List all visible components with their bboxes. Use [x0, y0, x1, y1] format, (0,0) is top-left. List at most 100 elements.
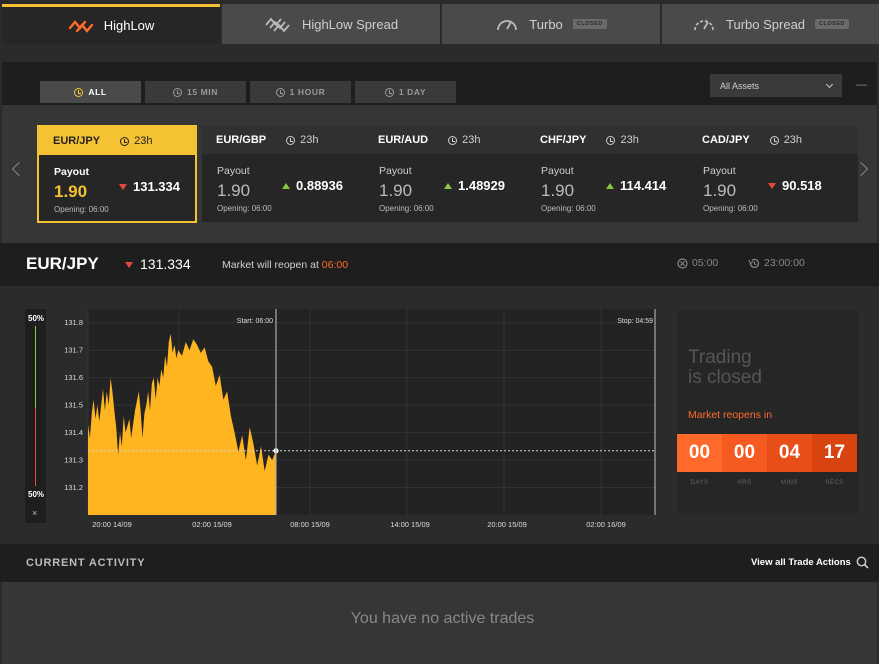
x-tick-label: 02:00 16/09 — [586, 520, 626, 529]
view-all-label: View all Trade Actions — [751, 557, 851, 568]
asset-time: 23h — [783, 134, 803, 146]
stop-label: Stop: 04:59 — [617, 318, 653, 325]
history-icon — [748, 258, 760, 268]
tab-label: Turbo Spread — [726, 16, 806, 32]
reopen-time: 06:00 — [321, 259, 349, 271]
countdown-mins-label: MINS — [781, 480, 798, 486]
tab-turbo[interactable]: Turbo CLOSED — [442, 4, 660, 44]
minimize-button[interactable]: — — [856, 79, 867, 91]
filter-label: 15 MIN — [187, 87, 218, 97]
filter-15min[interactable]: 15 MIN — [145, 81, 246, 103]
asset-card-eur-gbp[interactable]: EUR/GBP 23h Payout 1.90 0.88936 Opening: … — [202, 126, 372, 222]
filter-all[interactable]: ALL — [40, 81, 141, 103]
asset-select-value: All Assets — [720, 80, 760, 91]
trading-closed-line1: Trading — [688, 347, 752, 368]
payout-value: 1.90 — [217, 181, 251, 200]
asset-card-cad-jpy[interactable]: CAD/JPY 23h Payout 1.90 90.518 Opening: 0… — [688, 126, 858, 222]
arrow-down-icon — [125, 262, 133, 268]
y-tick-label: 131.8 — [64, 318, 83, 327]
asset-rate: 90.518 — [782, 178, 822, 193]
arrow-up-icon — [282, 182, 290, 189]
activity-header: CURRENT ACTIVITY View all Trade Actions — [0, 544, 879, 582]
countdown-days-label: DAYS — [690, 480, 709, 486]
clock-icon — [448, 135, 458, 145]
tab-label: HighLow — [103, 18, 155, 33]
close-icon[interactable]: × — [32, 508, 38, 518]
remaining-value: 23:00:00 — [764, 257, 805, 269]
clock-icon — [74, 87, 84, 97]
arrow-down-icon — [768, 182, 776, 189]
info-pair: EUR/JPY — [26, 254, 99, 273]
sentiment-bottom: 50% — [28, 490, 45, 499]
countdown-secs: 17 — [812, 434, 857, 472]
payout-value: 1.90 — [54, 182, 88, 201]
opening-time: Opening: 06:00 — [379, 204, 434, 213]
countdown-mins: 04 — [767, 434, 812, 472]
y-tick-label: 131.2 — [64, 483, 83, 492]
sentiment-top: 50% — [28, 314, 45, 323]
asset-rate: 131.334 — [133, 179, 180, 194]
asset-select[interactable]: All Assets — [710, 74, 842, 97]
opening-time: Opening: 06:00 — [54, 205, 109, 214]
y-tick-label: 131.5 — [64, 401, 83, 410]
clock-icon — [286, 135, 296, 145]
asset-pair: EUR/JPY — [53, 135, 101, 147]
price-area — [88, 333, 276, 515]
expiry-time: 05:00 — [677, 257, 718, 269]
x-tick-label: 20:00 14/09 — [92, 520, 132, 529]
asset-rate: 114.414 — [620, 178, 667, 193]
tab-label: HighLow Spread — [301, 16, 399, 32]
asset-time: 23h — [134, 135, 153, 147]
asset-pair: EUR/AUD — [378, 134, 429, 146]
asset-time: 23h — [300, 134, 319, 146]
payout-label: Payout — [379, 165, 412, 177]
asset-card-chf-jpy[interactable]: CHF/JPY 23h Payout 1.90 114.414 Opening: … — [526, 126, 696, 222]
opening-time: Opening: 06:00 — [703, 204, 758, 213]
asset-rate: 1.48929 — [458, 178, 505, 193]
y-tick-label: 131.3 — [64, 456, 83, 465]
activity-title: CURRENT ACTIVITY — [26, 557, 146, 569]
clock-icon — [384, 87, 394, 97]
info-bar: EUR/JPY 131.334 Market will reopen at 06… — [0, 243, 879, 286]
tab-highlow-spread[interactable]: HighLow Spread — [222, 4, 440, 44]
filter-1hour[interactable]: 1 HOUR — [250, 81, 351, 103]
y-tick-label: 131.4 — [64, 428, 83, 437]
reopen-text: Market will reopen at — [222, 259, 319, 271]
start-label: Start: 06:00 — [237, 318, 273, 325]
payout-label: Payout — [703, 165, 736, 177]
payout-value: 1.90 — [703, 181, 737, 200]
expiry-icon — [677, 257, 688, 269]
closed-badge: CLOSED — [815, 19, 849, 29]
asset-card-eur-aud[interactable]: EUR/AUD 23h Payout 1.90 1.48929 Opening: … — [364, 126, 534, 222]
x-tick-label: 14:00 15/09 — [390, 520, 430, 529]
view-all-trade-actions[interactable]: View all Trade Actions — [751, 556, 869, 569]
speedometer-icon — [497, 20, 518, 31]
expiry-value: 05:00 — [692, 257, 719, 269]
countdown-hours: 00 — [722, 434, 767, 472]
tab-highlow[interactable]: HighLow — [2, 4, 220, 44]
trading-closed-panel: Trading is closed Market reopens in — [677, 310, 859, 513]
clock-icon — [173, 87, 182, 97]
chevron-down-icon — [825, 80, 834, 88]
asset-pair: EUR/GBP — [216, 134, 267, 146]
highlow-icon — [68, 19, 93, 33]
opening-time: Opening: 06:00 — [217, 204, 272, 213]
x-tick-label: 08:00 15/09 — [290, 520, 330, 529]
asset-time: 23h — [620, 134, 639, 146]
payout-value: 1.90 — [541, 181, 575, 200]
asset-card-eur-jpy[interactable]: EUR/JPY 23h Payout 1.90 131.334 Opening: … — [37, 125, 197, 223]
payout-label: Payout — [217, 165, 250, 177]
payout-label: Payout — [54, 166, 90, 178]
clock-icon — [120, 136, 130, 146]
clock-icon — [769, 135, 779, 145]
filter-1day[interactable]: 1 DAY — [355, 81, 456, 103]
trading-closed-line2: is closed — [688, 367, 762, 388]
arrow-up-icon — [606, 182, 614, 189]
remaining-time: 23:00:00 — [748, 257, 805, 269]
filter-label: 1 HOUR — [289, 87, 326, 97]
y-tick-label: 131.7 — [64, 346, 83, 355]
asset-rate: 0.88936 — [296, 178, 343, 193]
opening-time: Opening: 06:00 — [541, 204, 596, 213]
x-tick-label: 02:00 15/09 — [192, 520, 232, 529]
tab-turbo-spread[interactable]: Turbo Spread CLOSED — [662, 4, 879, 44]
